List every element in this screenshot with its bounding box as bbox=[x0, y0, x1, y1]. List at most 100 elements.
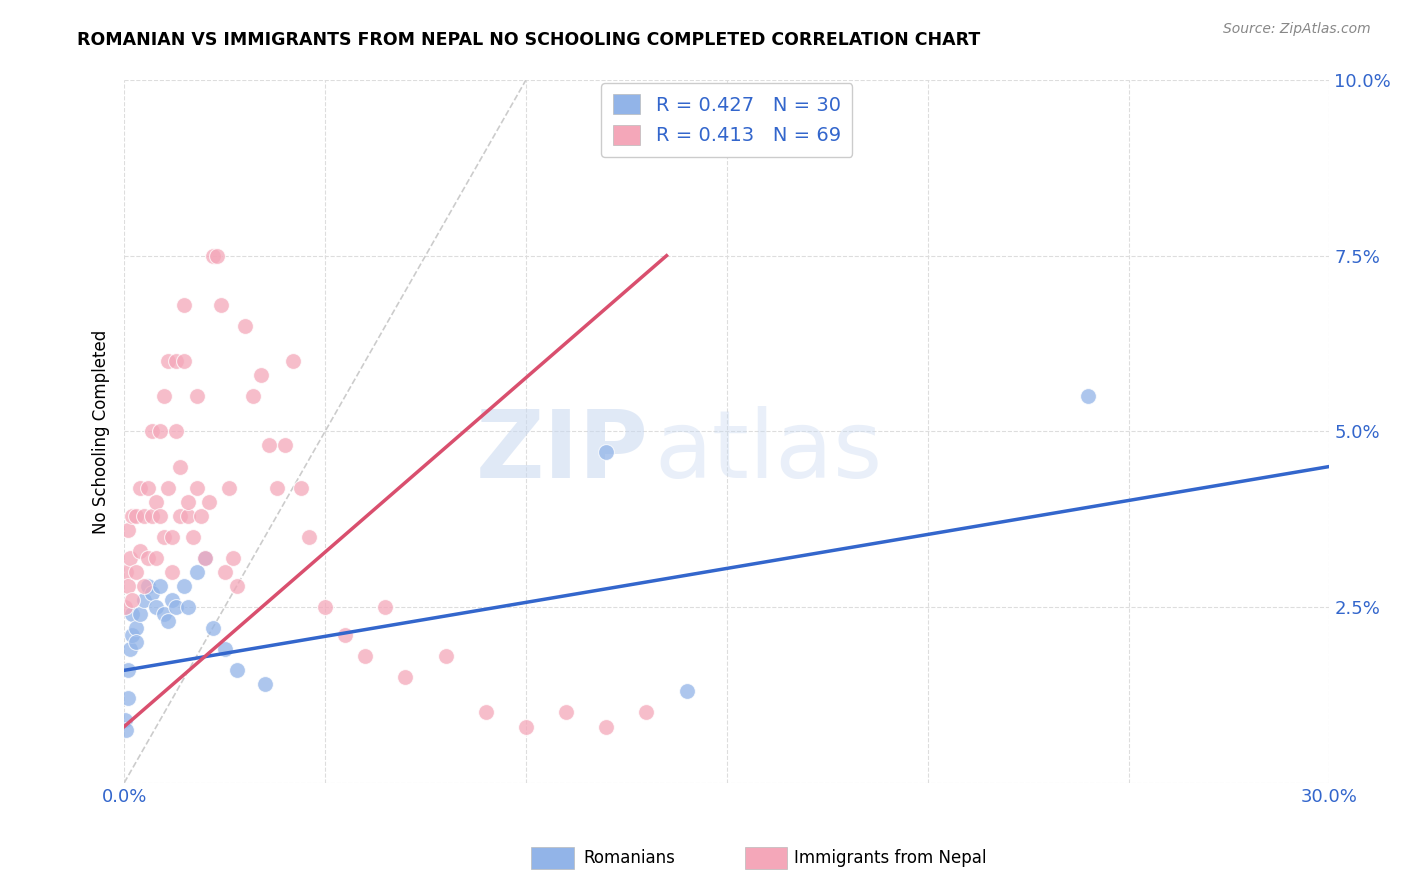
Point bbox=[153, 530, 176, 544]
Point bbox=[169, 508, 191, 523]
Point bbox=[186, 481, 208, 495]
Point bbox=[214, 642, 236, 657]
Point bbox=[242, 389, 264, 403]
Point bbox=[197, 494, 219, 508]
Point bbox=[205, 249, 228, 263]
Point bbox=[134, 508, 156, 523]
Point bbox=[153, 607, 176, 621]
Point bbox=[374, 600, 396, 615]
Point bbox=[515, 720, 537, 734]
Point bbox=[190, 508, 212, 523]
Point bbox=[165, 600, 187, 615]
Point bbox=[114, 713, 136, 727]
Legend: R = 0.427   N = 30, R = 0.413   N = 69: R = 0.427 N = 30, R = 0.413 N = 69 bbox=[602, 83, 852, 157]
Point bbox=[145, 600, 167, 615]
Point bbox=[125, 635, 148, 649]
Point bbox=[165, 425, 187, 439]
Point bbox=[595, 720, 617, 734]
Point bbox=[209, 298, 232, 312]
Point bbox=[181, 530, 204, 544]
Point bbox=[120, 642, 142, 657]
Point bbox=[253, 677, 276, 691]
Point bbox=[162, 530, 184, 544]
Point bbox=[221, 550, 243, 565]
Point bbox=[134, 579, 156, 593]
Point bbox=[281, 354, 304, 368]
Point bbox=[149, 579, 172, 593]
Point bbox=[173, 298, 195, 312]
Point bbox=[290, 481, 312, 495]
Point bbox=[153, 389, 176, 403]
Point bbox=[434, 649, 457, 664]
Text: Romanians: Romanians bbox=[583, 849, 675, 867]
Point bbox=[121, 607, 143, 621]
Point bbox=[157, 354, 180, 368]
Point bbox=[134, 593, 156, 607]
Point bbox=[117, 523, 139, 537]
Point bbox=[177, 508, 200, 523]
Point bbox=[298, 530, 321, 544]
Point bbox=[218, 481, 240, 495]
Point bbox=[129, 607, 152, 621]
Point bbox=[162, 593, 184, 607]
Text: Source: ZipAtlas.com: Source: ZipAtlas.com bbox=[1223, 22, 1371, 37]
Point bbox=[186, 565, 208, 579]
Point bbox=[214, 565, 236, 579]
Point bbox=[193, 550, 215, 565]
Point bbox=[125, 565, 148, 579]
Point bbox=[149, 508, 172, 523]
Point bbox=[177, 494, 200, 508]
Point bbox=[145, 494, 167, 508]
Point bbox=[145, 550, 167, 565]
Point bbox=[249, 368, 271, 383]
Point bbox=[157, 481, 180, 495]
Point bbox=[636, 706, 658, 720]
Point bbox=[173, 579, 195, 593]
Point bbox=[115, 723, 138, 737]
Point bbox=[165, 354, 187, 368]
Point bbox=[474, 706, 496, 720]
Point bbox=[555, 706, 578, 720]
Point bbox=[169, 459, 191, 474]
Point bbox=[394, 670, 416, 684]
Point bbox=[125, 621, 148, 635]
Point bbox=[186, 389, 208, 403]
Point bbox=[173, 354, 195, 368]
Point bbox=[129, 481, 152, 495]
Point bbox=[193, 550, 215, 565]
Point bbox=[117, 691, 139, 706]
Point bbox=[655, 108, 678, 122]
Point bbox=[129, 544, 152, 558]
Point bbox=[121, 508, 143, 523]
Point bbox=[136, 579, 159, 593]
Point bbox=[177, 600, 200, 615]
Point bbox=[333, 628, 356, 642]
Point bbox=[1077, 389, 1099, 403]
Point bbox=[117, 663, 139, 677]
Point bbox=[136, 550, 159, 565]
Point bbox=[675, 684, 697, 698]
Point bbox=[149, 425, 172, 439]
Point bbox=[121, 628, 143, 642]
Point bbox=[274, 438, 297, 452]
Point bbox=[120, 550, 142, 565]
Point bbox=[314, 600, 336, 615]
Point bbox=[225, 579, 247, 593]
Point bbox=[141, 425, 163, 439]
Point bbox=[115, 565, 138, 579]
Point bbox=[117, 579, 139, 593]
Point bbox=[141, 508, 163, 523]
Point bbox=[162, 565, 184, 579]
Text: Immigrants from Nepal: Immigrants from Nepal bbox=[794, 849, 987, 867]
Point bbox=[354, 649, 377, 664]
Point bbox=[114, 600, 136, 615]
Point bbox=[201, 621, 224, 635]
Point bbox=[233, 318, 256, 333]
Text: atlas: atlas bbox=[655, 407, 883, 499]
Text: ZIP: ZIP bbox=[475, 407, 648, 499]
Point bbox=[141, 586, 163, 600]
Point bbox=[595, 445, 617, 459]
Point bbox=[125, 508, 148, 523]
Text: ROMANIAN VS IMMIGRANTS FROM NEPAL NO SCHOOLING COMPLETED CORRELATION CHART: ROMANIAN VS IMMIGRANTS FROM NEPAL NO SCH… bbox=[77, 31, 980, 49]
Point bbox=[136, 481, 159, 495]
